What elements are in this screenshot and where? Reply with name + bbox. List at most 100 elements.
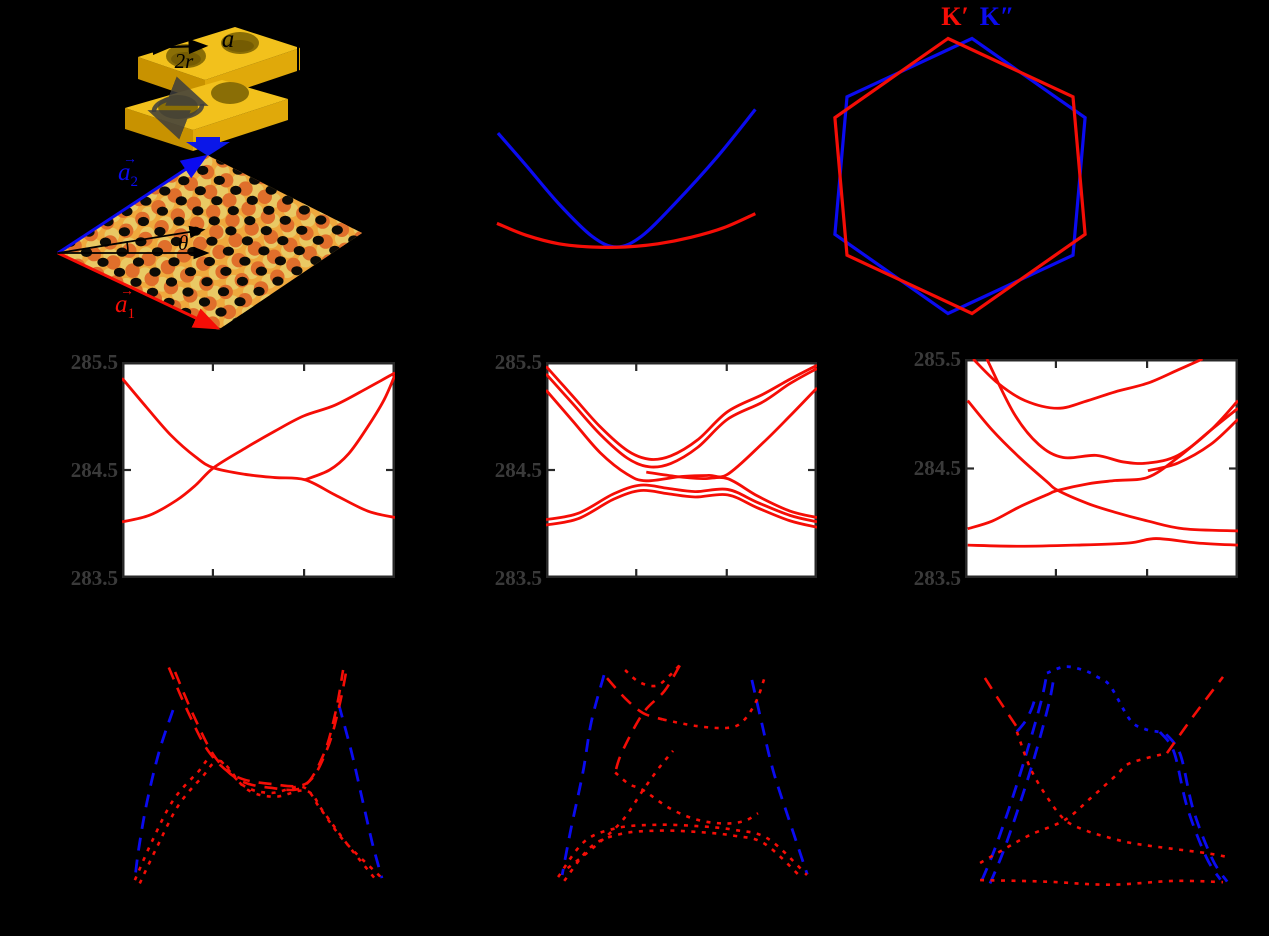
brillouin-zone-layer2 bbox=[833, 36, 1087, 316]
layer-black-holes-dot bbox=[225, 226, 237, 236]
layer-black-holes-dot bbox=[45, 248, 56, 257]
curve-band-1a bbox=[546, 363, 817, 461]
layer-black-holes-dot bbox=[291, 266, 303, 276]
layer-black-holes-dot bbox=[182, 287, 194, 297]
curve-band-3 bbox=[966, 399, 1238, 533]
curve-desc-a bbox=[606, 677, 664, 721]
layer-yellow-holes-dot bbox=[301, 191, 317, 207]
layer-black-holes-dot bbox=[241, 236, 253, 246]
theta-arc bbox=[126, 241, 129, 254]
layer-black-holes-dot bbox=[282, 195, 294, 205]
curve-top-u bbox=[624, 663, 681, 688]
a2-base: a bbox=[118, 159, 131, 186]
ytick-284-5: 284.5 bbox=[494, 458, 542, 482]
layer-black-holes-dot bbox=[260, 226, 272, 236]
layer-orange-holes-dot bbox=[222, 193, 237, 208]
folded-dispersion-plot-1 bbox=[133, 665, 384, 884]
a1-base: a bbox=[115, 291, 128, 318]
ytick-285-5: 285.5 bbox=[70, 350, 118, 374]
layer-black-holes-dot bbox=[113, 267, 126, 277]
layer-black-holes-dot bbox=[156, 206, 168, 216]
ytick-285-5: 285.5 bbox=[494, 350, 542, 374]
moire-pattern: θ bbox=[45, 154, 378, 330]
curve-lower-b bbox=[138, 759, 379, 884]
curve-wall-left bbox=[133, 709, 175, 880]
layer-orange-holes-dot bbox=[106, 255, 121, 270]
layer-orange-holes-dot bbox=[196, 155, 212, 160]
ytick-283-5: 283.5 bbox=[70, 566, 118, 590]
curve-blue-rise-a bbox=[980, 672, 1049, 881]
layer-black-holes-dot bbox=[154, 226, 166, 237]
curve-blue-fall-a bbox=[1158, 731, 1222, 881]
layer-black-holes-dot bbox=[184, 267, 197, 277]
layer-orange-holes-dot bbox=[225, 213, 240, 228]
layer-black-holes-dot bbox=[165, 277, 178, 287]
curve-wavy-2 bbox=[614, 771, 759, 825]
layer-black-holes-dot bbox=[97, 257, 109, 267]
brillouin-zone-hexagons bbox=[833, 36, 1087, 316]
curve-rise-c bbox=[566, 750, 675, 870]
layer-black-holes-dot bbox=[265, 185, 277, 195]
curve-band-5 bbox=[967, 537, 1238, 548]
uncoupled-dispersion-plot bbox=[496, 108, 757, 250]
layer-orange-holes-dot bbox=[209, 224, 224, 240]
layer-orange-holes-dot bbox=[125, 263, 140, 278]
layer-black-holes-dot bbox=[367, 225, 378, 234]
curve-desc-b bbox=[613, 664, 681, 773]
bottom-slab bbox=[125, 76, 288, 151]
layer-black-holes-dot bbox=[253, 286, 265, 296]
layer-black-holes-dot bbox=[132, 257, 145, 267]
layer-black-holes-dot bbox=[279, 215, 291, 225]
edge-mark bbox=[107, 64, 121, 69]
layer-orange-holes-dot bbox=[212, 244, 227, 260]
curve-steep-band-blue bbox=[496, 108, 757, 249]
layer-black-holes-dot bbox=[217, 287, 230, 297]
layer-black-holes-dot bbox=[329, 245, 341, 255]
ytick-283-5: 283.5 bbox=[913, 566, 961, 590]
layer-black-holes-dot bbox=[130, 277, 142, 287]
layer-black-holes-dot bbox=[315, 215, 327, 225]
layer-orange-holes-dot bbox=[221, 304, 236, 320]
ytick-284-5: 284.5 bbox=[913, 456, 961, 480]
down-arrow-icon bbox=[186, 137, 230, 156]
twist-arrow-upper bbox=[57, 225, 206, 254]
layer-orange-holes-dot bbox=[238, 181, 253, 196]
vector-overline-arrow: → bbox=[120, 284, 134, 299]
layer-black-holes-dot bbox=[211, 196, 223, 206]
k-prime-label: K′ bbox=[941, 2, 969, 31]
curve-red-topleft bbox=[983, 677, 1018, 728]
band-structure-plot-1 bbox=[122, 362, 395, 578]
lattice-constant-label: a bbox=[222, 26, 235, 53]
a1-vector-label: → a1 bbox=[115, 284, 135, 327]
layer-black-holes-dot bbox=[234, 297, 246, 307]
layer-black-holes-dot bbox=[246, 195, 258, 205]
layer-orange-holes-dot bbox=[228, 233, 243, 248]
layer-black-holes-dot bbox=[312, 235, 324, 245]
curve-band-3 bbox=[304, 374, 395, 482]
layer-black-holes-dot bbox=[293, 246, 305, 256]
layer-black-holes-dot bbox=[274, 256, 286, 266]
layer-black-holes-dot bbox=[178, 176, 190, 186]
layer-black-holes-dot bbox=[213, 327, 225, 330]
curve-red-flat bbox=[980, 878, 1223, 887]
layer-orange-holes-dot bbox=[206, 204, 221, 220]
layer-black-holes-dot bbox=[296, 225, 308, 235]
layer-black-holes-dot bbox=[263, 205, 275, 215]
layer-black-holes-dot bbox=[232, 165, 244, 175]
top-slab-hole-2-shade bbox=[226, 40, 254, 52]
layer-black-holes-dot bbox=[215, 307, 227, 317]
curve-cross-b bbox=[167, 665, 349, 788]
layer-black-holes-dot bbox=[310, 256, 322, 266]
curve-band-1 bbox=[972, 359, 1204, 410]
layer-black-holes-dot bbox=[244, 216, 256, 226]
layer-yellow-holes-dot bbox=[318, 201, 334, 217]
layer-black-holes-dot bbox=[255, 266, 267, 276]
vector-overline-arrow: → bbox=[123, 152, 137, 167]
layer-orange-holes-dot bbox=[241, 201, 256, 216]
layer-black-holes-dot bbox=[151, 247, 164, 257]
hole-diameter-label: 2r bbox=[175, 49, 195, 73]
layer-black-holes-dot bbox=[231, 317, 244, 327]
layer-black-holes-dot bbox=[331, 225, 343, 235]
layer-black-holes-dot bbox=[187, 246, 199, 257]
